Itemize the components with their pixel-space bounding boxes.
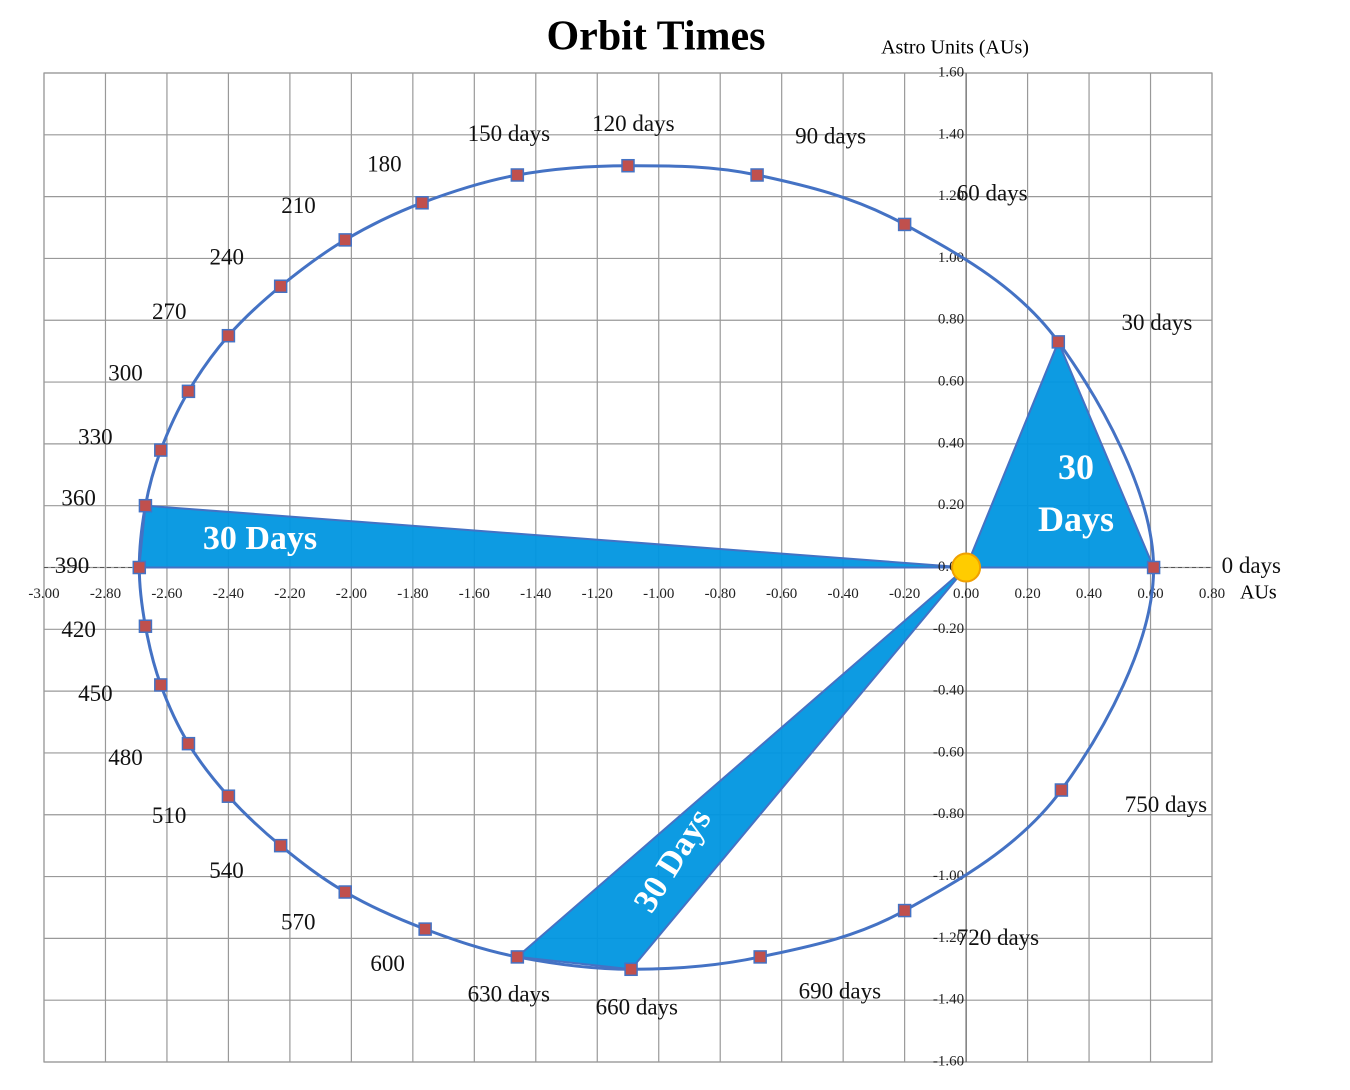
- annotation: 30 Days: [203, 520, 317, 557]
- y-tick-label: 1.40: [938, 126, 964, 142]
- y-tick-label: -1.60: [933, 1053, 964, 1069]
- point-label: 300: [108, 360, 143, 385]
- annotation: 30 Days: [1038, 447, 1114, 539]
- orbit-point: [415, 196, 429, 210]
- point-label: 750 days: [1125, 792, 1207, 817]
- point-label: 360: [61, 485, 96, 510]
- x-tick-label: -1.40: [520, 586, 551, 602]
- y-tick-label: -1.40: [933, 992, 964, 1008]
- y-tick-label: 0.20: [938, 497, 964, 513]
- orbit-point: [753, 950, 767, 964]
- point-label: 30 days: [1121, 310, 1192, 335]
- orbit-point: [510, 168, 525, 182]
- x-tick-label: -0.60: [766, 586, 797, 602]
- orbit-point: [750, 168, 764, 182]
- chart-title: Orbit Times: [547, 14, 766, 60]
- orbit-closure: [1060, 567, 1156, 791]
- point-label: 240: [209, 244, 244, 269]
- orbit-point: [221, 789, 236, 803]
- annotation-line: Days: [1038, 499, 1114, 539]
- point-label: 510: [152, 803, 187, 828]
- orbit-point: [1054, 783, 1069, 797]
- orbit-point: [418, 922, 432, 936]
- y-tick-label: -0.40: [933, 683, 964, 699]
- x-tick-label: -2.60: [151, 586, 182, 602]
- x-axis-title: AUs: [1240, 582, 1277, 604]
- x-tick-label: 0.00: [953, 586, 979, 602]
- point-label: 420: [61, 617, 96, 642]
- x-tick-label: -2.00: [336, 586, 367, 602]
- y-tick-label: -1.20: [933, 930, 964, 946]
- y-tick-label: -0.20: [933, 621, 964, 637]
- x-tick-label: 0.80: [1199, 586, 1225, 602]
- point-label: 120 days: [592, 111, 674, 136]
- point-label: 720 days: [957, 925, 1039, 950]
- x-tick-label: -0.40: [828, 586, 859, 602]
- orbit-point: [132, 560, 147, 575]
- x-tick-label: -2.40: [213, 586, 244, 602]
- point-label: 150 days: [468, 121, 550, 146]
- wedge: [964, 339, 1156, 569]
- orbit-point: [624, 962, 638, 977]
- x-tick-label: -1.60: [459, 586, 490, 602]
- point-label: 60 days: [957, 180, 1028, 205]
- point-label: 0 days: [1222, 553, 1281, 578]
- y-tick-label: -0.60: [933, 744, 964, 760]
- x-tick-label: 0.40: [1076, 586, 1102, 602]
- y-tick-label: 1.60: [938, 64, 964, 80]
- point-label: 270: [152, 299, 187, 324]
- orbit-point: [338, 885, 352, 899]
- orbit-point: [154, 678, 168, 692]
- orbit-point: [338, 233, 352, 247]
- point-label: 540: [209, 858, 244, 883]
- wedge: [514, 566, 967, 971]
- orbit-point: [273, 279, 288, 294]
- point-label: 180: [367, 152, 402, 177]
- orbit-point: [181, 736, 196, 751]
- x-tick-label: -1.20: [582, 586, 613, 602]
- orbit-point: [138, 619, 153, 633]
- orbit-point: [621, 158, 635, 173]
- point-label: 210: [281, 193, 316, 218]
- x-tick-label: -0.20: [889, 586, 920, 602]
- annotation-line: 30: [1058, 447, 1094, 487]
- orbit-point: [221, 328, 236, 343]
- y-tick-label: 0.40: [938, 435, 964, 451]
- orbit-point: [154, 443, 168, 457]
- orbit-point: [897, 217, 912, 232]
- orbit-point: [897, 903, 912, 918]
- orbit-point: [510, 950, 525, 964]
- y-axis-title: Astro Units (AUs): [881, 37, 1029, 59]
- orbit-point: [138, 498, 153, 513]
- orbit-point: [1051, 335, 1066, 349]
- point-label: 630 days: [468, 982, 550, 1007]
- x-tick-label: -1.00: [643, 586, 674, 602]
- point-label: 570: [281, 909, 316, 934]
- x-tick-label: 0.20: [1014, 586, 1040, 602]
- point-label: 690 days: [799, 979, 881, 1004]
- point-label: 600: [370, 951, 405, 976]
- sun: [951, 552, 982, 583]
- point-label: 90 days: [795, 124, 866, 149]
- x-tick-label: -3.00: [28, 586, 59, 602]
- y-tick-label: -0.80: [933, 806, 964, 822]
- orbit-point: [273, 838, 288, 853]
- y-tick-label: -1.00: [933, 868, 964, 884]
- y-tick-label: 0.60: [938, 374, 964, 390]
- orbit-point: [181, 384, 196, 399]
- point-label: 330: [78, 425, 113, 450]
- point-label: 450: [78, 681, 113, 706]
- orbit-point: [1146, 560, 1161, 575]
- point-label: 660 days: [596, 994, 678, 1019]
- x-tick-label: -2.80: [90, 586, 121, 602]
- point-label: 390: [55, 553, 90, 578]
- x-tick-label: -1.80: [397, 586, 428, 602]
- point-label: 480: [108, 745, 143, 770]
- y-tick-label: 1.20: [938, 188, 964, 204]
- x-tick-label: -0.80: [705, 586, 736, 602]
- y-tick-label: 0.80: [938, 312, 964, 328]
- x-tick-label: -2.20: [274, 586, 305, 602]
